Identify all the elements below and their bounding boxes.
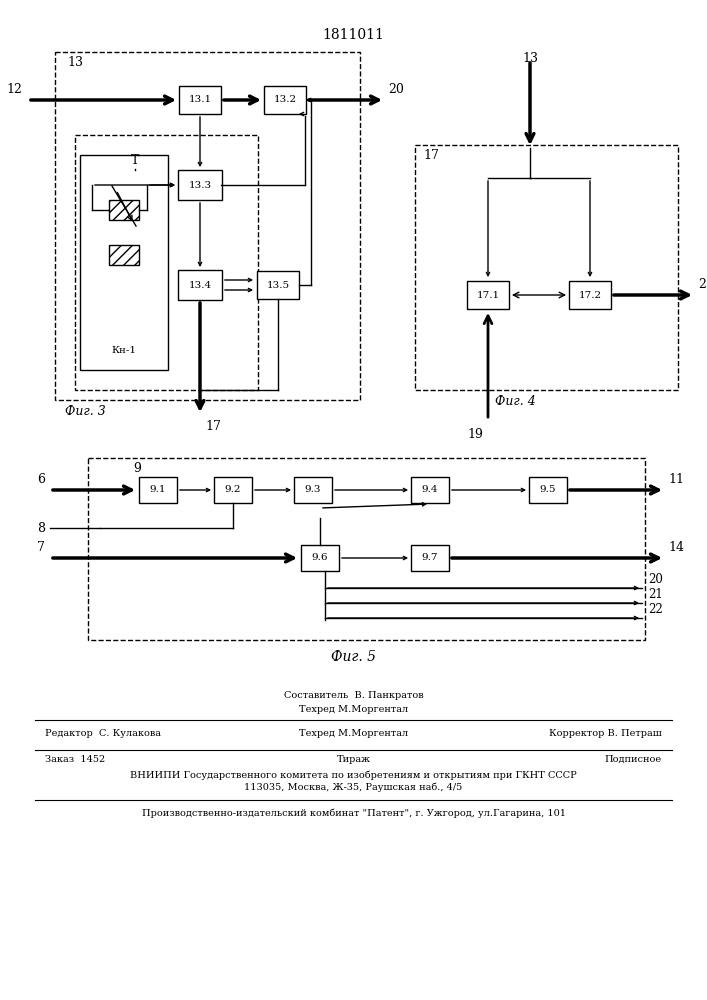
Bar — [467, 281, 509, 309]
Bar — [415, 145, 678, 390]
Text: Тираж: Тираж — [337, 755, 370, 764]
Text: 9.6: 9.6 — [312, 554, 328, 562]
Text: 9.3: 9.3 — [305, 486, 321, 494]
Text: 9.2: 9.2 — [225, 486, 241, 494]
Text: 17.1: 17.1 — [477, 290, 500, 300]
Text: 17: 17 — [423, 149, 439, 162]
Text: 20: 20 — [388, 83, 404, 96]
Text: 12: 12 — [6, 83, 22, 96]
Bar — [139, 477, 177, 503]
Text: 20: 20 — [648, 573, 663, 586]
Text: 14: 14 — [668, 541, 684, 554]
Bar — [178, 270, 222, 300]
Text: 21: 21 — [698, 278, 707, 291]
Text: 9.5: 9.5 — [539, 486, 556, 494]
Text: 21: 21 — [648, 588, 662, 601]
Text: 1811011: 1811011 — [322, 28, 385, 42]
Text: Составитель  В. Панкратов: Составитель В. Панкратов — [284, 691, 423, 700]
Bar — [109, 200, 139, 220]
Bar — [178, 170, 222, 200]
Bar — [109, 245, 139, 265]
Text: Заказ  1452: Заказ 1452 — [45, 755, 105, 764]
Text: 13: 13 — [522, 52, 538, 65]
Text: 17.2: 17.2 — [578, 290, 602, 300]
Bar — [179, 86, 221, 114]
Text: 13.2: 13.2 — [274, 96, 296, 104]
Text: 9.1: 9.1 — [150, 486, 166, 494]
Text: 9: 9 — [133, 462, 141, 475]
Text: Фиг. 3: Фиг. 3 — [65, 405, 106, 418]
Text: 113035, Москва, Ж-35, Раушская наб., 4/5: 113035, Москва, Ж-35, Раушская наб., 4/5 — [245, 783, 462, 792]
Text: Редактор  С. Кулакова: Редактор С. Кулакова — [45, 729, 161, 738]
Text: Производственно-издательский комбинат "Патент", г. Ужгород, ул.Гагарина, 101: Производственно-издательский комбинат "П… — [141, 808, 566, 818]
Text: Фиг. 4: Фиг. 4 — [495, 395, 536, 408]
Text: ВНИИПИ Государственного комитета по изобретениям и открытиям при ГКНТ СССР: ВНИИПИ Государственного комитета по изоб… — [130, 770, 577, 780]
Bar — [294, 477, 332, 503]
Text: T: T — [131, 154, 139, 167]
Bar — [411, 477, 449, 503]
Bar — [529, 477, 567, 503]
Text: 8: 8 — [37, 522, 45, 534]
Text: 17: 17 — [205, 420, 221, 433]
Text: 13.1: 13.1 — [189, 96, 211, 104]
Text: Техред М.Моргентал: Техред М.Моргентал — [299, 705, 408, 714]
Bar — [75, 135, 258, 390]
Bar — [411, 545, 449, 571]
Text: Подписное: Подписное — [605, 755, 662, 764]
Text: 9.4: 9.4 — [422, 486, 438, 494]
Text: 19: 19 — [467, 428, 483, 441]
Text: Корректор В. Петраш: Корректор В. Петраш — [549, 729, 662, 738]
Text: 13.3: 13.3 — [189, 180, 211, 190]
Bar — [88, 458, 645, 640]
Text: 6: 6 — [37, 473, 45, 486]
Bar — [264, 86, 306, 114]
Bar — [55, 52, 360, 400]
Text: 7: 7 — [37, 541, 45, 554]
Text: 11: 11 — [668, 473, 684, 486]
Text: 13: 13 — [67, 56, 83, 69]
Bar — [569, 281, 611, 309]
Text: 13.4: 13.4 — [189, 280, 211, 290]
Bar — [80, 155, 168, 370]
Text: Фиг. 5: Фиг. 5 — [331, 650, 376, 664]
Text: 22: 22 — [648, 603, 662, 616]
Text: Техред М.Моргентал: Техред М.Моргентал — [299, 729, 408, 738]
Bar — [214, 477, 252, 503]
Bar — [257, 271, 299, 299]
Text: Кн-1: Кн-1 — [112, 346, 136, 355]
Text: 13.5: 13.5 — [267, 280, 290, 290]
Text: 9.7: 9.7 — [422, 554, 438, 562]
Bar — [301, 545, 339, 571]
